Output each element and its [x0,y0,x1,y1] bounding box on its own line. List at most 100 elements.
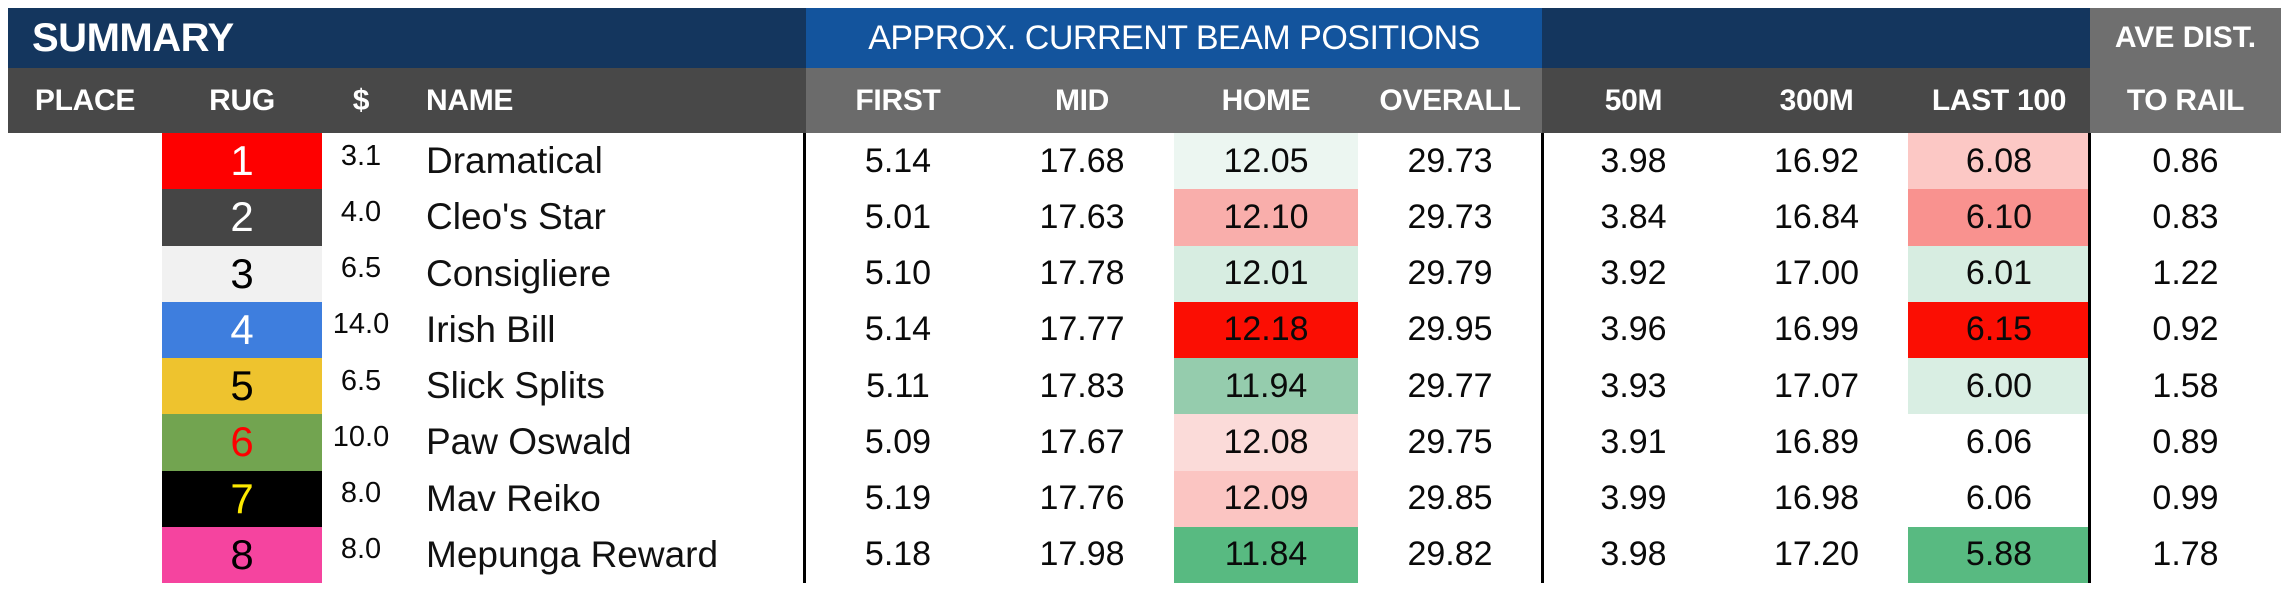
overall-cell: 29.95 [1407,310,1493,349]
column-header-overall: OVERALL [1379,83,1521,117]
last100-cell: 6.06 [1908,470,2090,527]
m300-cell: 17.07 [1773,366,1860,405]
home-cell: 12.01 [1174,245,1358,302]
mid-cell: 17.78 [1039,254,1125,293]
m50-cell: 3.91 [1600,422,1667,461]
ave-dist-header-line2: TO RAIL [2126,83,2245,117]
mid-cell: 17.98 [1039,535,1125,574]
last100-cell: 6.06 [1908,414,2090,471]
price-cell: 4.0 [340,195,382,228]
name-cell: Dramatical [426,140,603,182]
rug-badge: 2 [162,189,322,246]
column-header-mid: MID [1054,83,1110,117]
first-cell: 5.18 [864,535,932,574]
price-cell: 8.0 [340,533,382,566]
m50-cell: 3.99 [1600,479,1667,518]
mid-cell: 17.76 [1039,479,1125,518]
rug-badge: 1 [162,133,322,190]
first-cell: 5.09 [864,422,932,461]
last100-cell: 5.88 [1908,526,2090,583]
home-cell: 12.09 [1174,470,1358,527]
price-cell: 6.5 [340,252,382,285]
name-cell: Slick Splits [426,365,605,407]
column-header-first: FIRST [855,83,941,117]
column-header-name: NAME [426,83,514,117]
table-row[interactable]: 1 3.1 Dramatical 5.14 17.68 12.05 29.73 … [8,133,2281,190]
overall-cell: 29.73 [1407,197,1493,236]
title-band: SUMMARY APPROX. CURRENT BEAM POSITIONS A… [8,8,2281,68]
column-header-row: PLACE RUG $ NAME FIRST MID HOME OVERALL … [8,68,2281,133]
rug-badge: 5 [162,358,322,415]
last100-cell: 6.15 [1908,301,2090,358]
price-cell: 8.0 [340,477,382,510]
place-cell [8,246,162,302]
ave-dist-cell: 0.89 [2152,422,2219,461]
price-cell: 6.5 [340,364,382,397]
m300-cell: 16.89 [1773,422,1860,461]
home-cell: 11.84 [1174,526,1358,583]
ave-dist-cell: 1.58 [2152,366,2219,405]
m300-cell: 16.99 [1773,310,1860,349]
overall-cell: 29.77 [1407,366,1493,405]
column-header-price: $ [352,83,370,117]
m300-cell: 17.00 [1773,254,1860,293]
first-cell: 5.19 [864,479,932,518]
name-cell: Cleo's Star [426,196,606,238]
first-cell: 5.14 [864,141,932,180]
home-cell: 12.18 [1174,301,1358,358]
column-header-place: PLACE [34,83,136,117]
ave-dist-cell: 0.99 [2152,479,2219,518]
table-row[interactable]: 2 4.0 Cleo's Star 5.01 17.63 12.10 29.73… [8,189,2281,246]
table-row[interactable]: 3 6.5 Consigliere 5.10 17.78 12.01 29.79… [8,245,2281,302]
m50-cell: 3.84 [1600,197,1667,236]
separator-overall-50m [1541,133,1544,583]
name-cell: Irish Bill [426,308,556,350]
column-header-300m: 300M [1779,83,1854,117]
place-cell [8,471,162,527]
separator-name-first [803,133,806,583]
ave-dist-cell: 1.22 [2152,254,2219,293]
m300-cell: 16.84 [1773,197,1860,236]
table-body: 1 3.1 Dramatical 5.14 17.68 12.05 29.73 … [8,133,2281,583]
place-cell [8,414,162,470]
ave-dist-cell: 0.92 [2152,310,2219,349]
name-cell: Paw Oswald [426,421,632,463]
rug-badge: 3 [162,245,322,302]
ave-dist-cell: 0.86 [2152,141,2219,180]
column-header-rug: RUG [209,83,275,117]
table-row[interactable]: 4 14.0 Irish Bill 5.14 17.77 12.18 29.95… [8,301,2281,358]
column-header-last100: LAST 100 [1931,83,2067,117]
price-cell: 14.0 [332,308,390,341]
first-cell: 5.11 [866,366,930,405]
place-cell [8,133,162,189]
m50-cell: 3.98 [1600,535,1667,574]
column-header-home: HOME [1221,83,1311,117]
m300-cell: 16.92 [1773,141,1860,180]
home-cell: 12.10 [1174,189,1358,246]
m300-cell: 16.98 [1773,479,1860,518]
home-cell: 12.05 [1174,133,1358,190]
first-cell: 5.14 [864,310,932,349]
first-cell: 5.01 [864,197,932,236]
column-header-50m: 50M [1604,83,1663,117]
table-row[interactable]: 6 10.0 Paw Oswald 5.09 17.67 12.08 29.75… [8,414,2281,471]
price-cell: 10.0 [332,420,390,453]
table-row[interactable]: 8 8.0 Mepunga Reward 5.18 17.98 11.84 29… [8,526,2281,583]
ave-dist-header-line1: AVE DIST. [2090,8,2281,68]
rug-badge: 8 [162,526,322,583]
summary-table: SUMMARY APPROX. CURRENT BEAM POSITIONS A… [8,8,2281,583]
name-cell: Mav Reiko [426,477,601,519]
overall-cell: 29.73 [1407,141,1493,180]
mid-cell: 17.77 [1039,310,1125,349]
last100-cell: 6.08 [1908,133,2090,190]
beam-positions-title: APPROX. CURRENT BEAM POSITIONS [806,8,1542,68]
rug-badge: 4 [162,301,322,358]
table-row[interactable]: 5 6.5 Slick Splits 5.11 17.83 11.94 29.7… [8,358,2281,415]
first-cell: 5.10 [864,254,932,293]
table-row[interactable]: 7 8.0 Mav Reiko 5.19 17.76 12.09 29.85 3… [8,470,2281,527]
mid-cell: 17.68 [1039,141,1125,180]
last100-cell: 6.00 [1908,358,2090,415]
last100-cell: 6.10 [1908,189,2090,246]
separator-last100-avedist [2088,133,2091,583]
overall-cell: 29.82 [1407,535,1493,574]
